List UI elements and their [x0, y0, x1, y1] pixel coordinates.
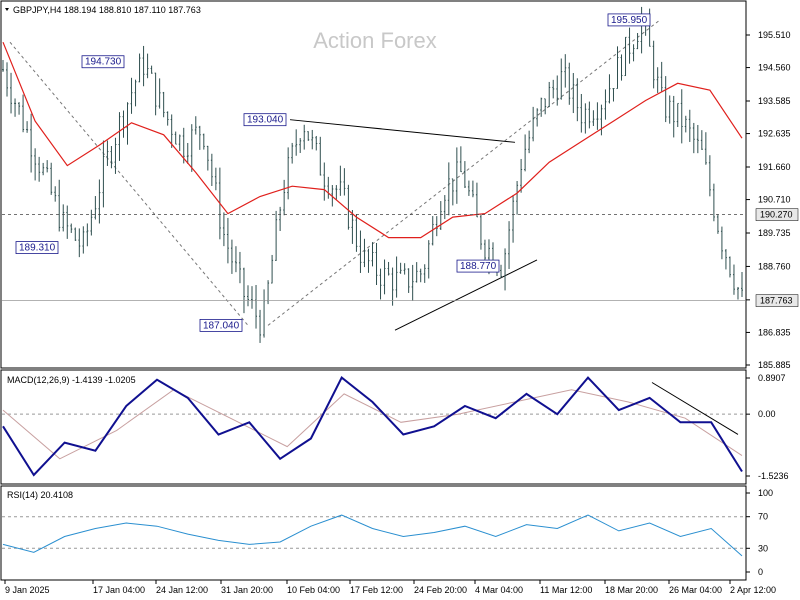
trendline-dashed-up [267, 19, 661, 326]
x-tick-label: 9 Jan 2025 [5, 585, 50, 595]
x-tick-label: 31 Jan 20:00 [221, 585, 273, 595]
price-level-tag [755, 294, 799, 307]
price-tick-label: 190.710 [758, 195, 791, 205]
trendlines [9, 19, 739, 435]
x-tick-label: 2 Apr 12:00 [730, 585, 776, 595]
price-annotation-box [15, 241, 59, 254]
price-annotation-label: 194.730 [85, 57, 122, 68]
price-tick-label: 188.760 [758, 261, 791, 271]
macd-tick-label: 0.00 [758, 409, 776, 419]
symbol-dropdown-icon[interactable] [5, 8, 9, 11]
chart-title: GBPJPY,H4 188.194 188.810 187.110 187.76… [13, 5, 201, 15]
x-tick-label: 10 Feb 04:00 [287, 585, 340, 595]
trendline-lower [394, 259, 538, 331]
rsi-line [2, 514, 743, 557]
macd-trendline [651, 382, 739, 435]
macd-tick-label: -1.5236 [758, 471, 789, 481]
price-tick-label: 195.510 [758, 30, 791, 40]
x-tick-label: 24 Feb 20:00 [414, 585, 467, 595]
price-tick-label: 194.560 [758, 63, 791, 73]
x-tick-label: 18 Mar 20:00 [605, 585, 658, 595]
price-level-tag-label: 187.763 [760, 296, 793, 306]
price-annotation-label: 195.950 [611, 15, 648, 26]
price-annotation-box [81, 55, 125, 69]
price-annotation-box [243, 113, 287, 127]
price-annotation-label: 189.310 [19, 243, 56, 254]
macd-signal-line [2, 389, 743, 460]
price-tick-label: 193.585 [758, 96, 791, 106]
rsi-tick-label: 30 [758, 543, 768, 553]
x-tick-label: 24 Jan 12:00 [156, 585, 208, 595]
price-annotation-box [607, 13, 651, 27]
rsi-tick-label: 100 [758, 488, 773, 498]
price-annotation-label: 187.040 [203, 320, 240, 331]
trendline-upper [289, 119, 516, 143]
x-tick-label: 26 Mar 04:00 [669, 585, 722, 595]
price-tick-label: 186.835 [758, 327, 791, 337]
rsi-title: RSI(14) 20.4108 [7, 490, 73, 500]
rsi-tick-label: 70 [758, 512, 768, 522]
rsi-panel-frame [0, 485, 747, 581]
price-tick-label: 189.735 [758, 228, 791, 238]
x-tick-label: 17 Feb 12:00 [350, 585, 403, 595]
x-tick-label: 17 Jan 04:00 [93, 585, 145, 595]
macd-main-line [2, 376, 743, 477]
rsi-tick-label: 0 [758, 567, 763, 577]
x-tick-label: 4 Mar 04:00 [475, 585, 523, 595]
price-annotation-label: 193.040 [247, 115, 284, 126]
macd-title: MACD(12,26,9) -1.4139 -1.0205 [7, 375, 136, 385]
price-annotation-label: 188.770 [460, 261, 497, 272]
x-tick-label: 11 Mar 12:00 [540, 585, 592, 595]
price-annotation-box [456, 259, 500, 273]
price-level-tag-label: 190.270 [760, 210, 793, 220]
macd-panel-frame [0, 369, 747, 485]
price-level-tag [755, 208, 799, 221]
macd-tick-label: 0.8907 [758, 373, 786, 383]
price-annotation-box [199, 318, 243, 332]
price-tick-label: 185.885 [758, 360, 791, 370]
price-tick-label: 192.635 [758, 129, 791, 139]
watermark: Action Forex [313, 28, 437, 53]
moving-average-line [2, 41, 743, 239]
trendline-dashed-down [9, 41, 249, 326]
price-tick-label: 191.660 [758, 162, 791, 172]
